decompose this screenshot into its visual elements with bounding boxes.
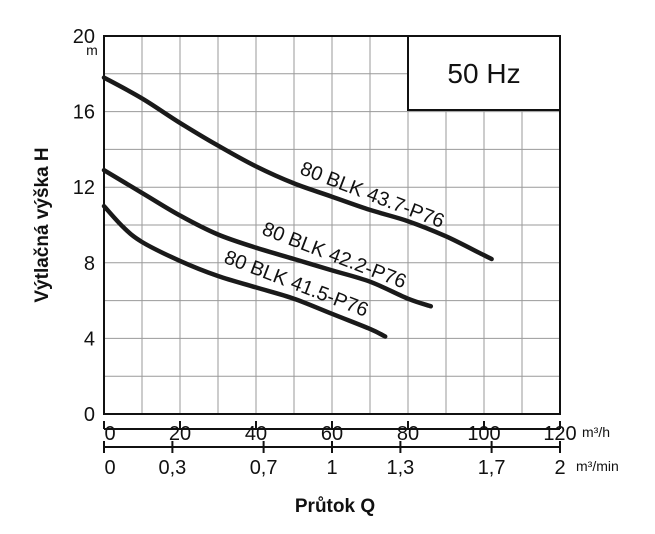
frequency-label: 50 Hz [447,58,520,89]
x-unit-primary: m³/h [582,424,610,440]
x-tick-label: 100 [467,423,500,445]
x-unit-secondary: m³/min [576,458,619,474]
plot-frame [103,35,561,415]
x-secondary-tick-label: 0,3 [158,457,186,479]
x-tick-label: 20 [169,423,191,445]
x-secondary-tick-label: 2 [554,457,565,479]
y-tick-label: 0 [84,404,95,426]
x-axis: m³/h m³/min Průtok Q 0 20 40 60 80 100 120 0 0,3… [103,421,619,517]
y-tick-label: 12 [73,177,95,199]
x-secondary-tick-label: 1,7 [478,457,506,479]
curve-80-blk-41-5-p76 [101,203,388,339]
x-secondary-tick-label: 0 [104,457,115,479]
y-tick-label: 4 [84,328,95,350]
x-secondary-tick-label: 1,3 [386,457,414,479]
frequency-box [407,35,561,111]
curve-80-blk-42-2-p76 [101,167,434,309]
y-axis-title: Výtlačná výška H [32,147,53,302]
x-tick-label: 0 [104,423,115,445]
y-unit-label: m [86,42,98,58]
y-tick-label: 20 [73,26,95,48]
x-secondary-tick-label: 0,7 [250,457,278,479]
x-axis-title: Průtok Q [295,496,375,517]
curve-label-80-blk-43-7-p76: 80 BLK 43.7-P76 [297,158,447,233]
x-secondary-tick-label: 1 [326,457,337,479]
frequency-legend: 50 Hz [407,35,561,111]
x-tick-label: 120 [543,423,576,445]
curves [101,75,494,339]
x-tick-label: 80 [397,423,419,445]
x-tick-label: 60 [321,423,343,445]
x-tick-label: 40 [245,423,267,445]
y-tick-label: 8 [84,253,95,275]
y-tick-label: 16 [73,102,95,124]
curve-80-blk-43-7-p76 [101,75,494,262]
y-axis: m Výtlačná výška H 0 4 8 12 16 20 [32,26,98,426]
